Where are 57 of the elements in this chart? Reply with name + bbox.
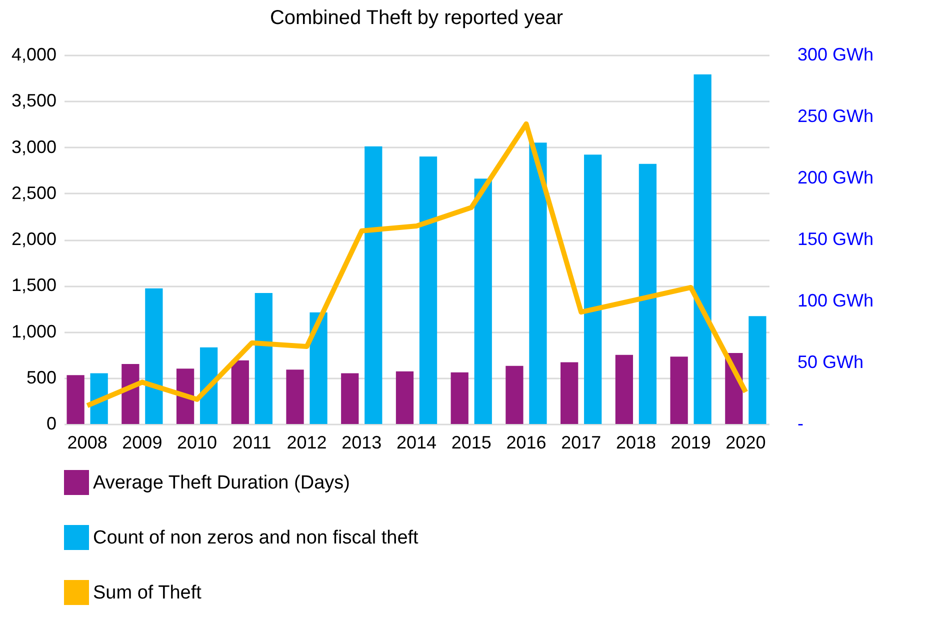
bar bbox=[419, 156, 438, 424]
y-tick-label: 1,000 bbox=[11, 321, 56, 342]
y2-tick-label: 300 GWh bbox=[798, 44, 874, 64]
bar bbox=[529, 142, 547, 424]
bar bbox=[145, 288, 163, 424]
y2-tick-label: 50 GWh bbox=[798, 352, 864, 372]
bar bbox=[231, 360, 249, 424]
bar bbox=[200, 347, 218, 424]
bar bbox=[638, 164, 657, 424]
bar bbox=[254, 293, 272, 424]
bar bbox=[506, 366, 524, 424]
bar bbox=[286, 370, 304, 424]
bar bbox=[560, 362, 578, 424]
x-tick-label: 2011 bbox=[232, 432, 272, 452]
y-tick-label: 3,500 bbox=[11, 90, 56, 111]
y2-tick-label: 200 GWh bbox=[798, 168, 874, 188]
x-tick-label: 2008 bbox=[67, 432, 108, 452]
y-tick-label: 4,000 bbox=[11, 44, 56, 64]
chart-title: Combined Theft by reported year bbox=[270, 7, 564, 29]
bar bbox=[694, 74, 712, 424]
x-tick-label: 2016 bbox=[506, 432, 546, 452]
x-tick-label: 2017 bbox=[561, 432, 602, 452]
y-tick-label: 1,500 bbox=[11, 275, 56, 296]
x-tick-label: 2015 bbox=[451, 432, 492, 452]
x-tick-label: 2019 bbox=[670, 432, 711, 452]
x-tick-label: 2020 bbox=[726, 432, 766, 452]
bar bbox=[396, 371, 414, 424]
bar bbox=[176, 368, 194, 424]
bar bbox=[615, 354, 634, 424]
bar bbox=[748, 316, 766, 424]
x-tick-label: 2012 bbox=[286, 432, 327, 452]
x-tick-label: 2013 bbox=[342, 432, 382, 452]
bar bbox=[66, 375, 84, 424]
bar bbox=[670, 356, 688, 424]
bar bbox=[364, 146, 382, 424]
y-tick-label: 500 bbox=[26, 367, 56, 388]
y-tick-label: 0 bbox=[46, 414, 56, 434]
x-tick-label: 2009 bbox=[122, 432, 162, 452]
x-tick-label: 2010 bbox=[177, 432, 218, 452]
x-tick-label: 2018 bbox=[616, 432, 656, 452]
legend-label: Count of non zeros and non fiscal theft bbox=[93, 528, 420, 548]
bar bbox=[122, 364, 140, 424]
y2-tick-label: 150 GWh bbox=[798, 229, 874, 249]
y-tick-label: 3,000 bbox=[11, 136, 56, 157]
x-tick-label: 2014 bbox=[396, 432, 437, 452]
y2-tick-label: 250 GWh bbox=[798, 106, 874, 126]
legend-label: Sum of Theft bbox=[93, 582, 202, 604]
bar bbox=[450, 372, 468, 424]
y-tick-label: 2,000 bbox=[11, 229, 56, 249]
y2-tick-label: - bbox=[798, 414, 804, 434]
bar bbox=[341, 373, 359, 424]
bar bbox=[310, 312, 328, 424]
y-tick-label: 2,500 bbox=[11, 182, 56, 203]
bar bbox=[474, 178, 492, 424]
bar bbox=[584, 154, 602, 424]
legend-label: Average Theft Duration (Days) bbox=[93, 472, 350, 494]
y2-tick-label: 100 GWh bbox=[798, 290, 874, 310]
